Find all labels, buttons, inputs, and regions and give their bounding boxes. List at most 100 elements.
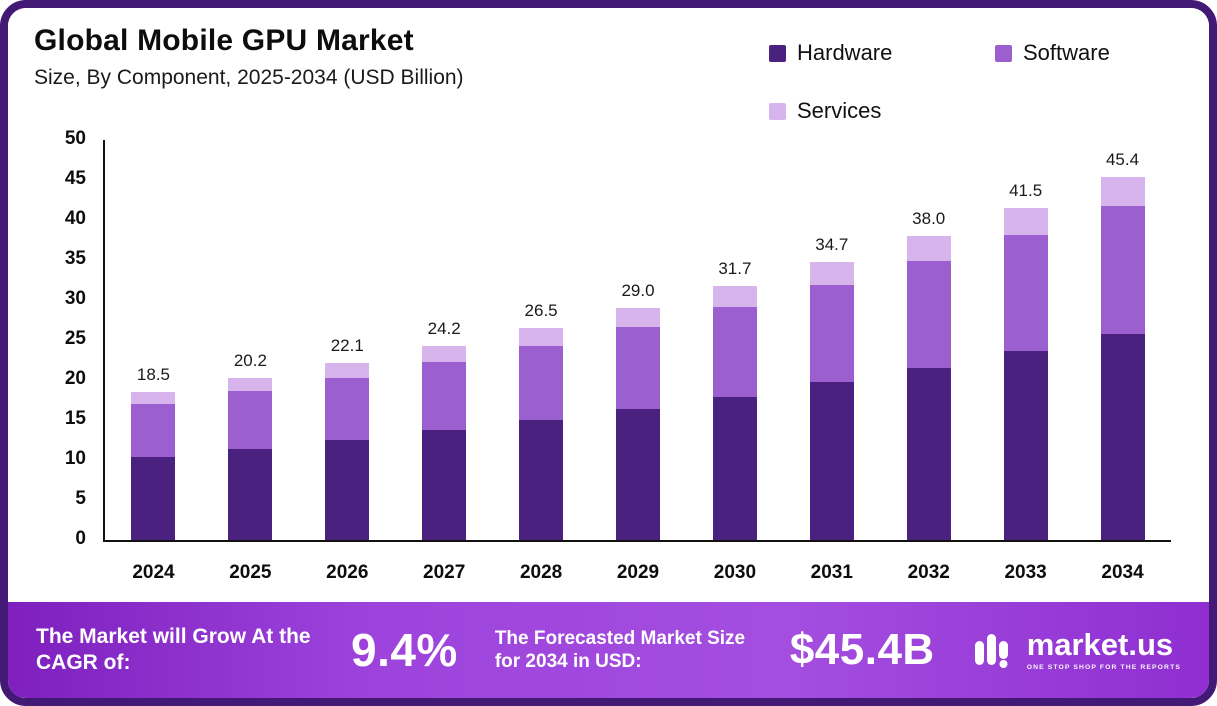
- x-axis-label: 2034: [1101, 562, 1144, 583]
- y-tick-label: 30: [64, 288, 86, 309]
- bar-segment-hardware: [809, 382, 854, 540]
- bar-segment-services: [519, 328, 564, 346]
- bar-column: 26.5 2028: [493, 140, 590, 583]
- bar-total-label: 34.7: [815, 235, 849, 255]
- forecast-label: The Forecasted Market Size for 2034 in U…: [494, 627, 746, 672]
- bar-stack: [809, 262, 854, 540]
- chart-header: Global Mobile GPU Market Size, By Compon…: [34, 24, 464, 90]
- y-tick-label: 50: [64, 128, 86, 149]
- footer-banner: The Market will Grow At the CAGR of: 9.4…: [8, 602, 1209, 698]
- bar-segment-services: [1003, 208, 1048, 236]
- y-tick-label: 15: [64, 408, 86, 429]
- x-axis-label: 2028: [519, 562, 563, 583]
- forecast-value: $45.4B: [789, 625, 935, 674]
- bar-segment-software: [809, 284, 854, 383]
- x-axis-label: 2026: [326, 562, 369, 583]
- x-axis-label: 2030: [713, 562, 757, 583]
- chart-section: Global Mobile GPU Market Size, By Compon…: [8, 8, 1209, 602]
- bar-column: 22.1 2026: [299, 140, 396, 583]
- y-tick-label: 25: [64, 328, 86, 349]
- y-tick-label: 40: [64, 208, 86, 229]
- x-axis-label: 2033: [1004, 562, 1047, 583]
- bar-column: 31.7 2030: [686, 140, 783, 583]
- bar-segment-hardware: [519, 420, 564, 540]
- bar-segment-software: [615, 327, 660, 409]
- bar-segment-hardware: [906, 368, 951, 540]
- chart-title: Global Mobile GPU Market: [34, 24, 414, 57]
- bar-column: 45.4 2034: [1074, 140, 1171, 583]
- y-tick-label: 5: [75, 488, 86, 509]
- bar-segment-services: [131, 392, 176, 405]
- x-axis-label: 2032: [907, 562, 950, 583]
- bar-column: 18.5 2024: [105, 140, 202, 583]
- x-axis-label: 2027: [423, 562, 466, 583]
- software-swatch-icon: [995, 44, 1012, 62]
- cagr-value: 9.4%: [350, 624, 458, 676]
- legend-label-software: Software: [1023, 40, 1110, 65]
- bar-stack: [906, 236, 951, 540]
- bar-total-label: 22.1: [330, 336, 364, 356]
- bar-segment-services: [325, 363, 370, 378]
- y-tick-label: 45: [64, 168, 86, 189]
- bar-segment-software: [422, 362, 467, 431]
- bar-segment-hardware: [422, 430, 467, 540]
- bar-total-label: 24.2: [427, 319, 461, 339]
- bar-segment-services: [906, 236, 951, 261]
- bar-segment-services: [422, 346, 467, 363]
- bar-segment-services: [615, 308, 660, 328]
- bar-column: 24.2 2027: [396, 140, 493, 583]
- bar-segment-hardware: [712, 396, 757, 540]
- brand-lockup: market.us ONE STOP SHOP FOR THE REPORTS: [972, 627, 1181, 673]
- bar-total-label: 29.0: [621, 281, 655, 301]
- y-tick-label: 35: [64, 248, 86, 269]
- bar-stack: [228, 378, 273, 540]
- brand-name: market.us: [1026, 627, 1174, 662]
- bar-segment-hardware: [615, 408, 660, 540]
- bar-segment-services: [228, 378, 273, 392]
- legend-item-hardware: Hardware: [769, 40, 995, 66]
- bar-stack: [519, 328, 564, 540]
- y-axis: 50 45 40 35 30 25 20 15 10 5 0: [22, 128, 86, 549]
- bar-stack: [615, 308, 660, 540]
- bar-total-label: 31.7: [718, 259, 752, 279]
- bar-segment-software: [712, 307, 757, 397]
- bar-column: 41.5 2033: [977, 140, 1074, 583]
- bar-segment-software: [1100, 206, 1145, 334]
- bar-segment-software: [131, 404, 176, 457]
- bar-total-label: 26.5: [524, 301, 558, 321]
- y-tick-label: 20: [64, 368, 86, 389]
- bar-segment-services: [809, 262, 854, 285]
- y-tick-label: 10: [64, 448, 86, 469]
- bar-stack: [712, 286, 757, 540]
- bar-segment-hardware: [131, 456, 176, 540]
- x-axis-label: 2025: [229, 562, 272, 583]
- bar-segment-hardware: [1100, 333, 1145, 540]
- bar-stack: [131, 392, 176, 540]
- bar-column: 34.7 2031: [783, 140, 880, 583]
- legend-item-services: Services: [769, 98, 995, 124]
- brand-tagline: ONE STOP SHOP FOR THE REPORTS: [1026, 664, 1181, 671]
- cagr-label: The Market will Grow At the CAGR of:: [36, 625, 311, 674]
- bar-total-label: 41.5: [1009, 181, 1043, 201]
- bar-segment-software: [519, 345, 564, 420]
- marketus-logo-icon: [974, 634, 1008, 668]
- legend-item-software: Software: [995, 40, 1165, 66]
- bar-column: 20.2 2025: [202, 140, 299, 583]
- bar-segment-software: [325, 377, 370, 440]
- legend-label-hardware: Hardware: [797, 40, 893, 65]
- legend-label-services: Services: [797, 98, 882, 123]
- bar-column: 38.0 2032: [880, 140, 977, 583]
- bar-segment-software: [1003, 235, 1048, 352]
- bar-segment-software: [906, 260, 951, 368]
- bar-stack: [325, 363, 370, 540]
- x-axis-label: 2031: [810, 562, 853, 583]
- bar-segment-services: [1100, 176, 1145, 207]
- y-tick-label: 0: [75, 528, 86, 549]
- legend: Hardware Software Services: [769, 40, 1165, 124]
- services-swatch-icon: [769, 102, 786, 120]
- bar-stack: [422, 346, 467, 540]
- bar-segment-services: [712, 286, 757, 308]
- chart-subtitle: Size, By Component, 2025-2034 (USD Billi…: [34, 66, 464, 89]
- bar-total-label: 38.0: [912, 209, 946, 229]
